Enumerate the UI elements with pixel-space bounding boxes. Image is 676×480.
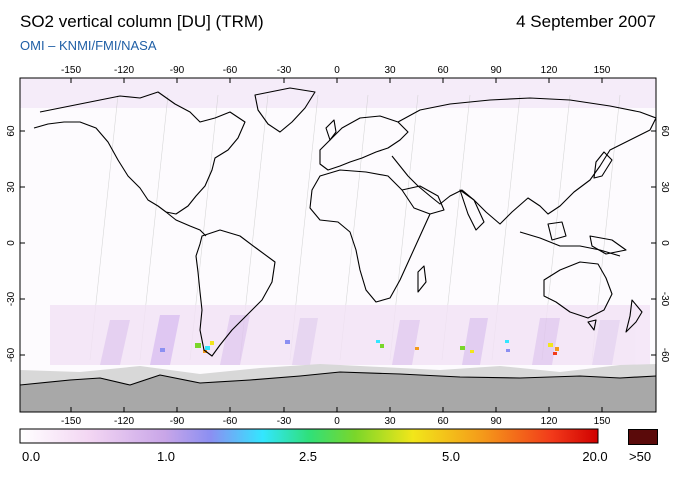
british-isles-coast [325,119,337,141]
colorbar-over-swatch [628,429,658,445]
north-america-coast [33,91,246,215]
japan-coast [593,151,613,179]
lon-label-top: -150 [61,65,81,76]
tick-marks [20,78,656,412]
south-america-coast [195,229,276,357]
central-america-coast [165,211,207,237]
tasmania-coast [587,319,597,331]
southern-ocean-noise [50,305,650,365]
right-latitude-labels: 60 30 0 -30 -60 [659,125,670,362]
map-title: SO2 vertical column [DU] (TRM) [20,12,264,31]
africa-coast [309,169,431,303]
lon-label-top: -120 [114,65,134,76]
colorbar-over-label: >50 [629,449,652,464]
colorbar [19,428,599,444]
indonesia-coast [519,231,621,257]
asia-coast [391,97,656,225]
high-so2-speckles [160,340,559,355]
lon-label-top: 120 [541,65,558,76]
lon-label-bottom: 60 [437,416,449,427]
lat-label-left: 30 [6,181,17,193]
lat-label-right: -60 [659,348,670,363]
madagascar-coast [417,265,427,293]
lon-label-top: -60 [223,65,238,76]
new-guinea-coast [589,235,627,255]
colorbar-label: 1.0 [156,449,176,464]
colorbar-label: 2.5 [298,449,318,464]
colorbar-label: 0.0 [22,449,41,464]
europe-coast [319,115,409,171]
australia-coast [543,261,613,319]
lat-label-right: 0 [659,240,670,246]
lon-label-bottom: -120 [114,416,134,427]
lon-label-bottom: 120 [541,416,558,427]
lat-label-left: 60 [6,125,17,137]
no-data-region [20,372,656,412]
map-date: 4 September 2007 [516,12,656,31]
lat-label-right: 60 [659,125,670,137]
lon-label-bottom: 0 [334,416,340,427]
lat-label-left: -60 [6,347,17,362]
borneo-coast [547,221,567,241]
new-zealand-coast [625,299,643,333]
lon-label-bottom: 150 [594,416,611,427]
lon-label-top: -90 [170,65,185,76]
coastlines [20,87,656,386]
antarctica-coast [20,371,656,386]
lon-label-top: 90 [490,65,502,76]
lon-label-bottom: 30 [384,416,396,427]
lon-label-top: 60 [437,65,449,76]
lon-label-bottom: -90 [170,416,185,427]
arabian-peninsula-coast [401,185,445,215]
top-longitude-labels: -150 -120 -90 -60 -30 0 30 60 90 120 150 [61,65,611,76]
lon-label-top: 30 [384,65,396,76]
left-latitude-labels: 60 30 0 -30 -60 [6,125,17,362]
lon-label-top: 0 [334,65,340,76]
lon-label-top: -30 [277,65,292,76]
greenland-coast [254,87,316,133]
lat-label-left: -30 [6,291,17,306]
lon-label-bottom: 90 [490,416,502,427]
data-credit: OMI – KNMI/FMI/NASA [20,38,157,53]
arctic-noise-band [20,78,656,108]
colorbar-label: 20.0 [582,449,608,464]
lon-label-bottom: -60 [223,416,238,427]
lat-label-right: -30 [659,292,670,307]
bottom-longitude-labels: -150 -120 -90 -60 -30 0 30 60 90 120 150 [61,416,611,427]
lon-label-top: 150 [594,65,611,76]
india-coast [459,189,485,231]
lon-label-bottom: -30 [277,416,292,427]
lat-label-left: 0 [6,240,17,246]
lat-label-right: 30 [659,181,670,193]
lon-label-bottom: -150 [61,416,81,427]
colorbar-label: 5.0 [441,449,461,464]
